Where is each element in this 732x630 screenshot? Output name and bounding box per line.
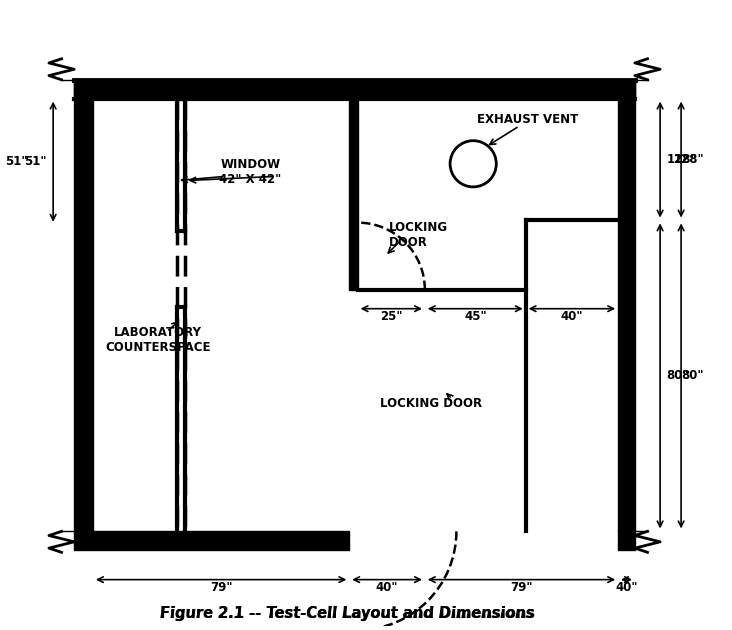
Text: LOCKING DOOR: LOCKING DOOR: [380, 397, 482, 410]
Text: 25": 25": [375, 83, 397, 96]
Bar: [74, 80, 93, 531]
Bar: [618, 80, 635, 531]
Text: 79": 79": [510, 581, 533, 594]
Bar: [74, 80, 635, 99]
Text: Figure 2.1 -- Test-Cell Layout and Dimensions: Figure 2.1 -- Test-Cell Layout and Dimen…: [160, 605, 535, 621]
Bar: [349, 99, 358, 290]
Text: 80": 80": [666, 369, 689, 382]
Text: 51": 51": [24, 155, 47, 168]
Text: 80": 80": [681, 369, 704, 382]
Text: EXHAUST VENT: EXHAUST VENT: [477, 113, 578, 126]
Text: 128": 128": [673, 153, 704, 166]
Text: 40": 40": [561, 311, 583, 323]
Bar: [618, 531, 635, 550]
Text: 128": 128": [666, 153, 697, 166]
Text: 40": 40": [376, 581, 398, 594]
Text: 25": 25": [380, 311, 403, 323]
Text: LABORATORY
COUNTERSPACE: LABORATORY COUNTERSPACE: [105, 326, 211, 354]
Text: Figure 2.1 -- Test-Cell Layout and Dimensions: Figure 2.1 -- Test-Cell Layout and Dimen…: [160, 605, 534, 621]
Text: LOCKING
DOOR: LOCKING DOOR: [389, 221, 448, 249]
Text: WINDOW
42" X 42": WINDOW 42" X 42": [220, 158, 282, 186]
Text: 40": 40": [616, 581, 638, 594]
Bar: [74, 531, 349, 550]
Text: 79": 79": [210, 581, 232, 594]
Text: 25": 25": [356, 83, 378, 96]
Text: 45": 45": [464, 311, 487, 323]
Text: 51": 51": [5, 155, 28, 168]
